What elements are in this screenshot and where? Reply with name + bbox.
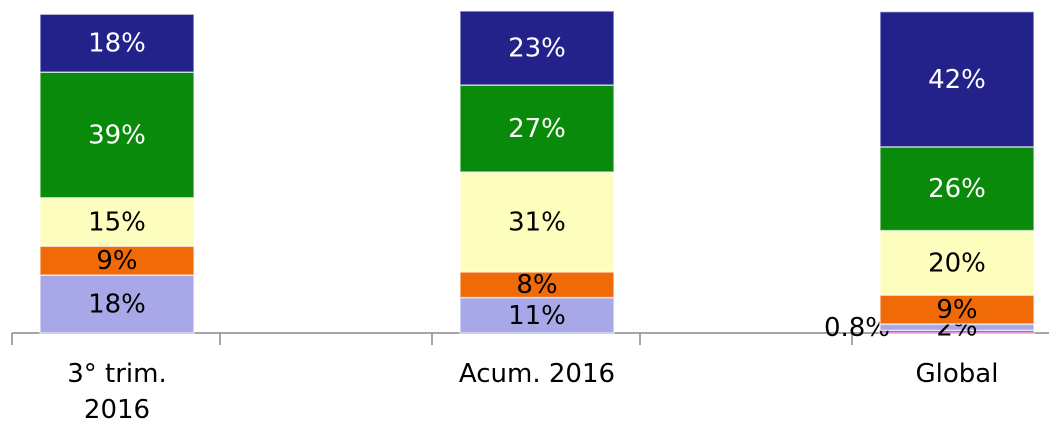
bar-segment	[459, 171, 615, 273]
data-label: 0.8%	[824, 313, 890, 343]
data-label: 42%	[928, 65, 986, 95]
bar-segment	[459, 84, 615, 173]
data-label: 15%	[88, 207, 146, 237]
data-label: 11%	[508, 301, 566, 331]
data-label: 26%	[928, 174, 986, 204]
bar-segment	[879, 146, 1035, 232]
data-label: 8%	[516, 270, 557, 300]
data-label: 18%	[88, 29, 146, 59]
bar-segment	[459, 296, 615, 334]
data-label: 27%	[508, 114, 566, 144]
bar-segment	[459, 10, 615, 86]
data-label: 31%	[508, 207, 566, 237]
x-tick-label: Acum. 2016	[458, 359, 616, 389]
bar-segment	[879, 229, 1035, 296]
bar-segment	[39, 13, 195, 73]
bar-segment	[879, 294, 1035, 325]
data-label: 18%	[88, 290, 146, 320]
data-label: 39%	[88, 120, 146, 150]
data-label: 20%	[928, 248, 986, 278]
bar-segment	[459, 271, 615, 299]
x-tick-label: Global	[915, 359, 999, 389]
bar-segment	[39, 274, 195, 334]
data-label: 9%	[96, 246, 137, 276]
bar-segment	[39, 71, 195, 199]
bar-segment	[39, 245, 195, 276]
data-label: 9%	[936, 295, 977, 325]
bar-segment	[879, 10, 1035, 148]
data-label: 23%	[508, 34, 566, 64]
x-tick-label: 3° trim. 2016	[67, 359, 167, 425]
